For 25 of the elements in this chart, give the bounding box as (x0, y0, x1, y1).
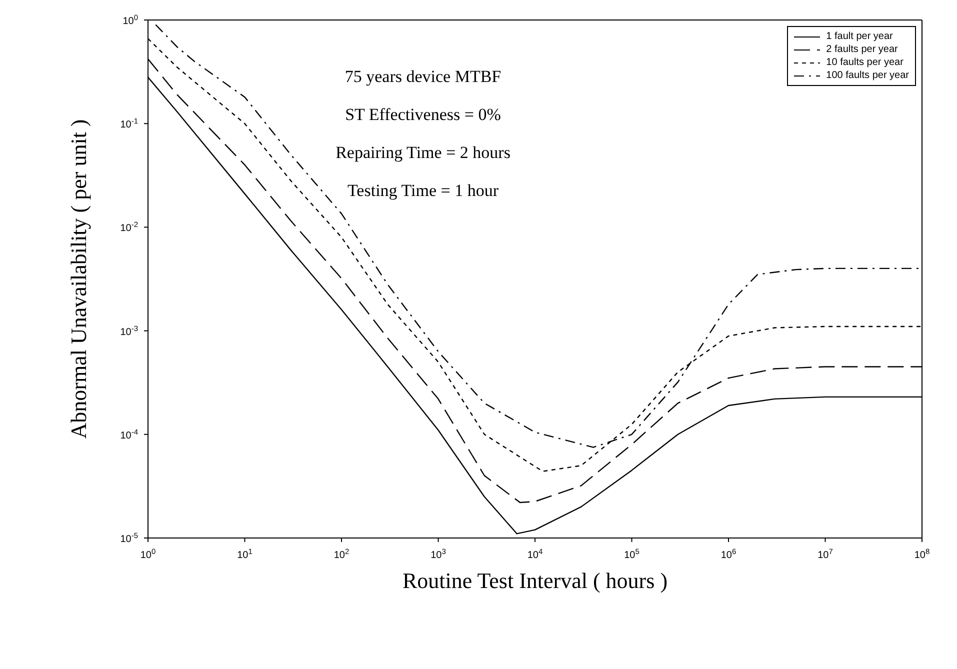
y-tick-label: 10$^{-1}$ (120, 116, 138, 131)
legend-label: 1 fault per year (826, 30, 893, 43)
y-tick-label: 10$^{-5}$ (120, 530, 138, 545)
annotation: Testing Time = 1 hour (346, 180, 500, 202)
x-tick-label: 10$^{6}$ (720, 546, 736, 561)
x-tick-label: 10$^{5}$ (624, 546, 640, 561)
annotation: 75 years device MTBF (344, 66, 502, 88)
x-tick-label: 10$^{4}$ (527, 546, 543, 561)
x-tick-label: 10$^{1}$ (237, 546, 252, 561)
y-tick-label: 10$^{0}$ (122, 12, 138, 27)
legend-label: 10 faults per year (826, 56, 904, 69)
y-axis-title: Abnormal Unavailability ( per unit ) (66, 119, 91, 439)
y-tick-label: 10$^{-3}$ (120, 323, 138, 338)
x-tick-label: 10$^{8}$ (914, 546, 930, 561)
x-axis-title: Routine Test Interval ( hours ) (402, 568, 668, 593)
y-tick-label: 10$^{-4}$ (120, 426, 138, 442)
annotation: Repairing Time = 2 hours (334, 142, 512, 164)
x-tick-label: 10$^{2}$ (334, 546, 350, 561)
y-tick-label: 10$^{-2}$ (120, 220, 138, 234)
x-tick-label: 10$^{7}$ (818, 546, 833, 561)
legend-label: 100 faults per year (826, 69, 909, 82)
x-tick-label: 10$^{3}$ (430, 546, 446, 561)
x-tick-label: 10$^{0}$ (140, 546, 156, 561)
legend-label: 2 faults per year (826, 43, 898, 56)
annotation: ST Effectiveness = 0% (344, 104, 502, 126)
